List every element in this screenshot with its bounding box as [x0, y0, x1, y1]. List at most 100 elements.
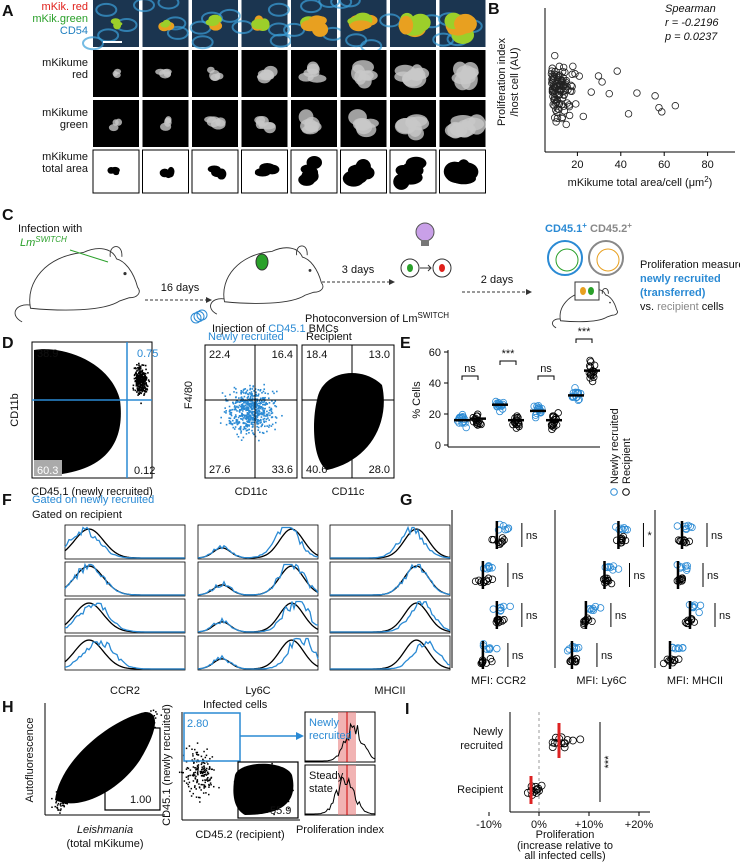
event — [329, 420, 332, 423]
event — [255, 408, 257, 411]
dot — [685, 537, 693, 546]
event — [234, 426, 237, 428]
event — [252, 790, 254, 792]
dot — [499, 602, 508, 611]
event — [344, 385, 346, 388]
event — [130, 737, 132, 740]
event — [242, 436, 245, 439]
event — [331, 419, 333, 421]
event — [268, 406, 271, 409]
parasite — [588, 287, 594, 295]
event — [266, 789, 268, 792]
label: Photoconversion of LmSWITCH — [305, 311, 449, 326]
event — [261, 795, 264, 798]
event — [259, 422, 261, 424]
event — [356, 422, 358, 424]
event — [255, 772, 258, 774]
event — [362, 411, 365, 414]
event — [342, 423, 345, 426]
event — [270, 412, 273, 415]
event — [343, 399, 345, 402]
event — [246, 786, 249, 789]
event — [220, 416, 222, 419]
event — [252, 401, 254, 403]
event — [346, 402, 349, 404]
histogram — [197, 563, 319, 596]
event — [261, 411, 263, 414]
event — [347, 414, 349, 416]
event — [245, 424, 247, 426]
event — [236, 419, 239, 421]
event — [370, 392, 373, 395]
event — [281, 414, 283, 417]
event — [93, 776, 95, 778]
mouse-eye — [123, 272, 127, 276]
event — [333, 411, 335, 414]
event — [142, 372, 144, 375]
event — [104, 762, 107, 764]
event — [135, 377, 138, 380]
event — [240, 408, 243, 410]
event — [336, 413, 339, 416]
histogram — [305, 776, 376, 815]
event — [344, 411, 347, 413]
event — [237, 435, 240, 438]
label-part: Injection of — [212, 323, 268, 335]
gate — [104, 727, 161, 811]
event — [262, 390, 265, 393]
event — [241, 418, 243, 420]
event — [244, 401, 246, 403]
label: MFI: MHCII — [667, 675, 723, 687]
event — [341, 419, 344, 421]
event — [252, 782, 254, 785]
histogram — [330, 600, 451, 633]
event — [327, 393, 329, 395]
event — [252, 406, 255, 408]
event — [268, 409, 271, 412]
event — [97, 767, 99, 770]
event — [257, 394, 260, 397]
event — [139, 729, 141, 732]
label: Proliferation index — [296, 824, 385, 836]
label: ns — [615, 610, 627, 622]
scatter-point — [552, 118, 560, 126]
event — [242, 422, 245, 425]
label-part: mKikume total area/cell (μm — [568, 177, 705, 189]
event — [245, 791, 248, 794]
event — [205, 792, 207, 794]
scatter-point — [598, 78, 606, 86]
dot — [493, 644, 501, 653]
scatter-point — [561, 68, 569, 77]
event — [195, 751, 198, 754]
event — [108, 750, 110, 753]
event — [127, 743, 129, 745]
event — [358, 407, 361, 409]
event — [325, 424, 328, 427]
event — [361, 412, 364, 415]
event — [335, 424, 338, 426]
label: (transferred) — [640, 287, 706, 299]
event — [95, 773, 97, 775]
event — [133, 735, 135, 738]
label: Proliferation measurement in — [640, 259, 740, 271]
event — [96, 769, 98, 772]
event — [267, 780, 270, 782]
event — [56, 807, 59, 810]
dot — [488, 564, 496, 572]
event — [141, 364, 144, 366]
event — [343, 390, 346, 392]
event — [339, 394, 341, 397]
event — [260, 406, 263, 408]
event — [358, 412, 361, 415]
event — [68, 797, 70, 799]
event — [257, 419, 260, 421]
event — [110, 751, 113, 754]
event — [341, 415, 343, 417]
blob — [108, 124, 119, 132]
event — [236, 405, 238, 408]
event — [270, 790, 272, 793]
event — [245, 425, 247, 427]
event — [375, 394, 377, 397]
event — [147, 372, 149, 374]
event — [247, 803, 249, 805]
